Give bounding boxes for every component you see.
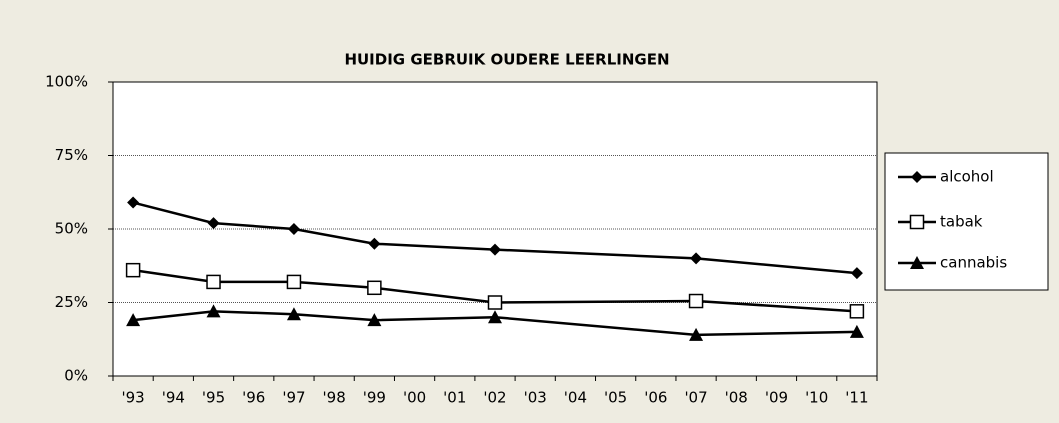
y-tick-label: 25% bbox=[55, 293, 88, 311]
marker bbox=[488, 310, 502, 324]
marker bbox=[911, 171, 923, 183]
marker bbox=[690, 252, 703, 265]
marker bbox=[849, 324, 864, 338]
y-tick-label: 75% bbox=[55, 146, 88, 164]
marker bbox=[206, 274, 221, 290]
marker bbox=[909, 214, 925, 230]
marker bbox=[689, 327, 704, 341]
marker bbox=[287, 223, 300, 235]
marker bbox=[207, 217, 220, 230]
marker bbox=[126, 313, 141, 327]
marker bbox=[286, 307, 301, 321]
y-tick-label: 100% bbox=[45, 73, 88, 91]
marker bbox=[127, 196, 140, 209]
x-tick-label: '97 bbox=[282, 389, 305, 407]
x-tick-label: '06 bbox=[644, 389, 667, 407]
x-tick-label: '07 bbox=[684, 389, 707, 407]
x-tick-label: '94 bbox=[162, 389, 185, 407]
legend-label: alcohol bbox=[940, 168, 994, 186]
x-tick-label: '96 bbox=[242, 389, 265, 407]
marker bbox=[850, 267, 863, 280]
marker bbox=[849, 304, 865, 319]
x-tick-label: '98 bbox=[323, 389, 346, 407]
x-tick-label: '09 bbox=[765, 389, 788, 407]
x-tick-label: '99 bbox=[363, 389, 386, 407]
x-tick-label: '01 bbox=[443, 389, 466, 407]
y-tick-label: 50% bbox=[55, 220, 88, 238]
marker bbox=[367, 280, 382, 296]
marker bbox=[286, 274, 302, 290]
x-tick-label: '08 bbox=[725, 389, 748, 407]
marker bbox=[125, 262, 141, 278]
x-tick-label: '02 bbox=[483, 389, 506, 407]
x-tick-label: '10 bbox=[805, 389, 828, 407]
marker bbox=[206, 304, 221, 318]
marker bbox=[688, 293, 704, 309]
x-tick-label: '95 bbox=[202, 389, 225, 407]
chart-title: HUIDIG GEBRUIK OUDERE LEERLINGEN bbox=[344, 51, 669, 69]
marker bbox=[910, 256, 924, 269]
plot-border bbox=[112, 81, 878, 377]
marker bbox=[487, 295, 503, 310]
legend-label: cannabis bbox=[940, 254, 1007, 272]
y-tick-label: 0% bbox=[64, 367, 88, 385]
x-tick-label: '05 bbox=[604, 389, 627, 407]
marker bbox=[368, 237, 381, 250]
x-tick-label: '04 bbox=[564, 389, 587, 407]
x-tick-label: '11 bbox=[845, 389, 868, 407]
marker bbox=[367, 313, 382, 327]
x-tick-label: '93 bbox=[121, 389, 144, 407]
legend-label: tabak bbox=[940, 213, 983, 231]
x-tick-label: '00 bbox=[403, 389, 426, 407]
marker bbox=[489, 243, 501, 256]
x-tick-label: '03 bbox=[524, 389, 547, 407]
